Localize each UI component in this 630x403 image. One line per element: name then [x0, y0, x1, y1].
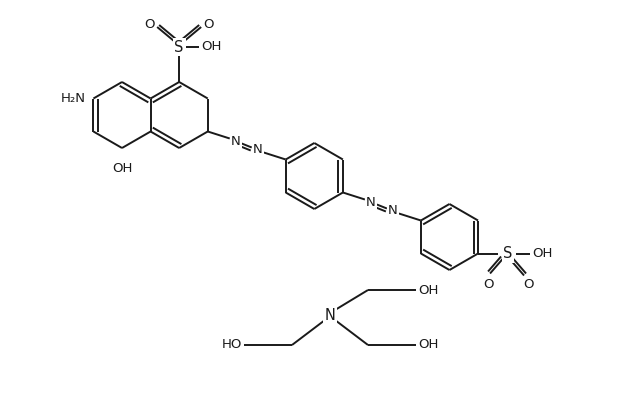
Text: O: O [523, 278, 534, 291]
Text: OH: OH [418, 339, 438, 351]
Text: N: N [388, 204, 398, 217]
Text: O: O [145, 19, 155, 31]
Text: O: O [483, 278, 493, 291]
Text: S: S [503, 246, 513, 261]
Text: N: N [231, 135, 241, 148]
Text: O: O [203, 19, 214, 31]
Text: N: N [366, 196, 375, 209]
Text: OH: OH [418, 283, 438, 297]
Text: H₂N: H₂N [60, 92, 86, 105]
Text: HO: HO [222, 339, 242, 351]
Text: OH: OH [112, 162, 132, 175]
Text: OH: OH [532, 247, 553, 260]
Text: S: S [175, 39, 184, 54]
Text: OH: OH [201, 40, 222, 54]
Text: N: N [324, 307, 335, 322]
Text: N: N [253, 143, 263, 156]
